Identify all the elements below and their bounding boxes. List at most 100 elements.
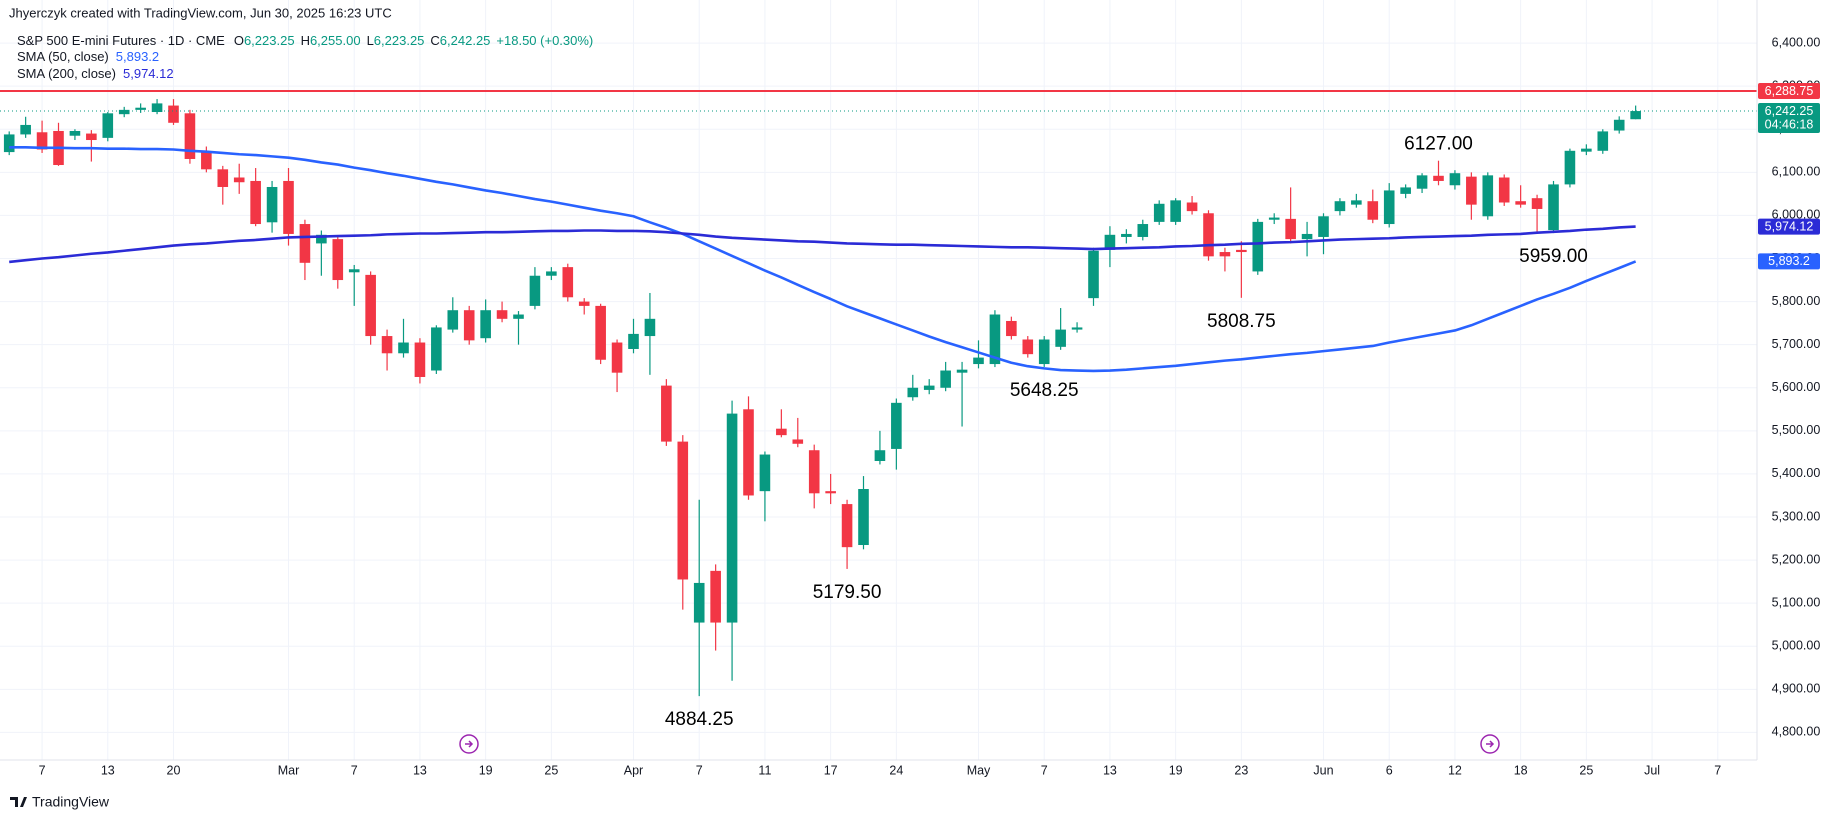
event-icon[interactable] [1480, 734, 1500, 754]
legend: S&P 500 E-mini Futures · 1D · CME O6,223.… [17, 33, 593, 48]
candle-body [858, 489, 869, 546]
candle-body [1186, 202, 1198, 212]
candle-body [496, 310, 508, 319]
x-tick-label: 11 [758, 763, 771, 777]
candle-body [874, 450, 886, 461]
candle-body [907, 387, 919, 398]
candle-body [217, 169, 229, 187]
candle-body [989, 314, 1001, 365]
candle-body [808, 450, 820, 494]
candle-body [644, 318, 656, 337]
candle-body [1597, 131, 1609, 151]
candle-body [1252, 221, 1264, 272]
candle-body [151, 103, 163, 113]
candle-body [940, 370, 951, 388]
candle-body [595, 305, 606, 360]
candle-body [1055, 329, 1066, 347]
candle-body [1236, 249, 1247, 253]
x-tick-label: 6 [1386, 763, 1393, 777]
price-tag [1758, 218, 1820, 235]
y-tick-label: 4,800.00 [1772, 725, 1821, 739]
y-tick-label: 5,700.00 [1772, 337, 1821, 351]
candle-body [1006, 320, 1017, 337]
price-annotation: 5179.50 [813, 582, 882, 603]
price-annotation: 5808.75 [1207, 311, 1276, 332]
x-tick-label: 7 [1041, 763, 1048, 777]
candle-body [1170, 200, 1181, 222]
candle-body [1071, 327, 1083, 330]
candle-body [381, 336, 393, 354]
legend-series: SMA (50, close) 5,893.2 [17, 49, 159, 64]
candle-body [135, 107, 146, 110]
legend-title: S&P 500 E-mini Futures · 1D · CME [17, 33, 225, 48]
y-tick-label: 4,900.00 [1772, 682, 1821, 696]
legend-series-value: 5,974.12 [123, 66, 174, 81]
y-tick-label: 5,000.00 [1772, 639, 1821, 653]
candle-body [956, 369, 968, 373]
x-tick-label: 19 [1169, 763, 1183, 777]
candle-body [611, 342, 623, 373]
candle-body [316, 234, 327, 244]
candle-body [1285, 218, 1296, 240]
candle-body [1318, 216, 1329, 237]
footer-logo: TradingView [10, 794, 110, 810]
candle-body [578, 301, 590, 306]
price-tag-label: 5,974.12 [1765, 219, 1814, 233]
candle-body [1449, 173, 1461, 186]
x-tick-label: Jun [1313, 763, 1333, 777]
candle-body [3, 134, 15, 153]
x-tick-label: 19 [479, 763, 493, 777]
sma-line [9, 146, 1637, 373]
candle-body [348, 269, 360, 273]
x-tick-label: 7 [39, 763, 46, 777]
x-tick-label: 23 [1234, 763, 1248, 777]
legend-key: C [430, 33, 439, 48]
y-tick-label: 5,200.00 [1772, 552, 1821, 566]
candle-body [1466, 176, 1477, 205]
marks-layer [0, 90, 1757, 697]
candle-body [266, 186, 278, 223]
candle-body [1383, 190, 1395, 225]
candle-body [86, 133, 97, 141]
x-tick-label: Apr [624, 763, 643, 777]
candle-body [1301, 233, 1313, 240]
candle-body [1351, 200, 1362, 205]
y-tick-label: 5,500.00 [1772, 423, 1821, 437]
candle-body [463, 310, 475, 341]
candle-body [1334, 201, 1346, 212]
candle-body [1121, 233, 1132, 237]
candle-body [365, 274, 376, 337]
x-tick-label: 13 [1103, 763, 1117, 777]
candle-body [233, 177, 245, 183]
candle-body [562, 267, 574, 298]
candle-body [1564, 150, 1576, 185]
price-tag-label: 5,893.2 [1768, 254, 1810, 268]
candle-body [1613, 119, 1625, 131]
legend-value: 6,223.25 [244, 33, 295, 48]
candle-body [1581, 148, 1592, 152]
y-tick-label: 5,600.00 [1772, 380, 1821, 394]
x-tick-label: 7 [1714, 763, 1721, 777]
legend-value: 6,223.25 [374, 33, 425, 48]
x-tick-label: 17 [824, 763, 838, 777]
price-annotation: 4884.25 [665, 709, 734, 730]
legend-key: L [367, 33, 374, 48]
event-icon[interactable] [459, 734, 479, 754]
y-tick-label: 6,100.00 [1772, 165, 1821, 179]
price-annotation: 6127.00 [1404, 134, 1473, 155]
candle-body [102, 113, 114, 138]
legend-key: O [234, 33, 244, 48]
x-tick-label: May [967, 763, 991, 777]
candle-body [1630, 111, 1641, 120]
candle-body [1531, 198, 1543, 209]
credit: Jhyerczyk created with TradingView.com, … [9, 5, 392, 20]
x-tick-label: 13 [413, 763, 427, 777]
candle-body [1548, 184, 1559, 231]
legend-value: 6,242.25 [440, 33, 491, 48]
candle-body [661, 385, 672, 442]
y-tick-label: 6,400.00 [1772, 35, 1821, 49]
candle-body [1367, 201, 1379, 220]
candle-body [1433, 175, 1444, 181]
candle-body [546, 271, 557, 276]
candle-body [776, 428, 787, 436]
